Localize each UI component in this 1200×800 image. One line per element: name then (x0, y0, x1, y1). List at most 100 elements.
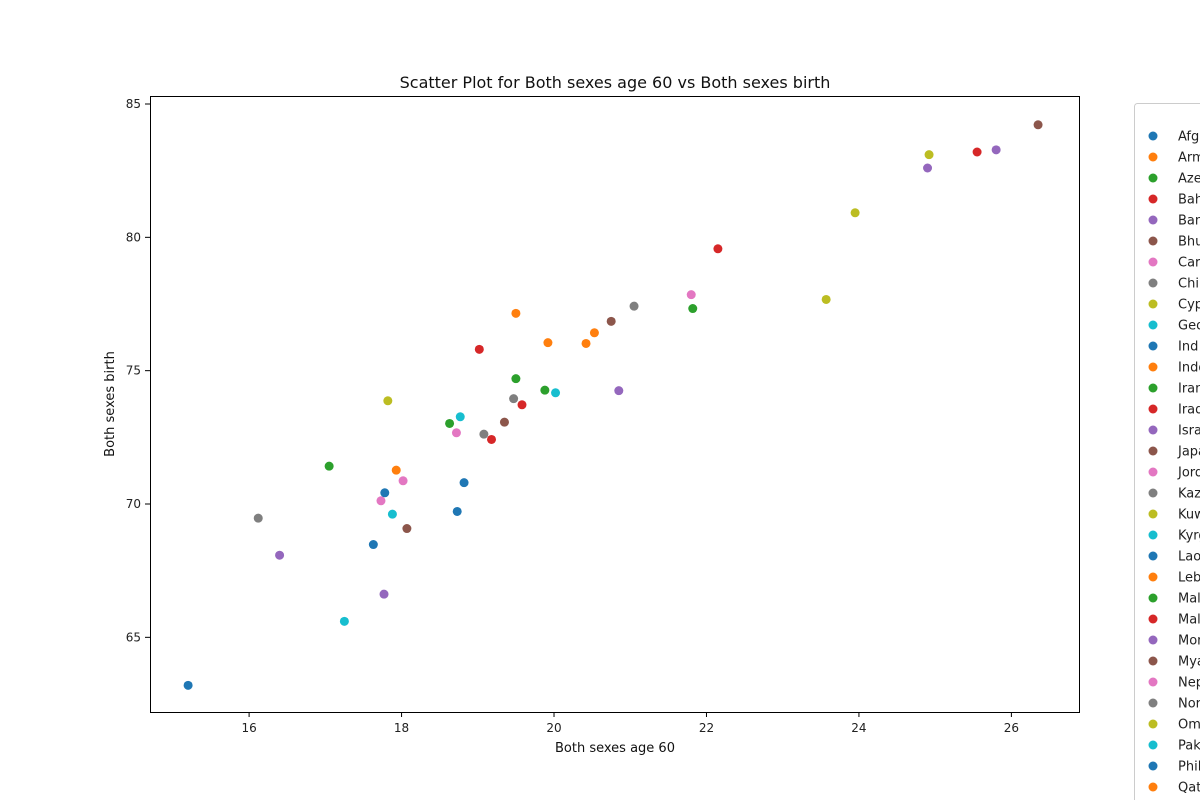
data-point (452, 506, 462, 516)
data-point (713, 244, 723, 254)
data-point (487, 434, 497, 444)
legend-label: Geo (1178, 319, 1200, 334)
data-point (924, 150, 934, 160)
y-axis-title: Both sexes birth (103, 351, 118, 457)
data-point (923, 163, 933, 173)
legend-marker (1148, 215, 1158, 225)
data-point (376, 496, 386, 506)
data-point (821, 294, 831, 304)
legend-marker (1148, 656, 1158, 666)
x-tick-label: 26 (1004, 721, 1019, 735)
data-point (581, 338, 591, 348)
legend-label: Leb (1178, 571, 1200, 586)
legend-marker (1148, 257, 1158, 267)
legend-marker (1148, 719, 1158, 729)
y-tick-label: 85 (126, 97, 141, 111)
legend-label: Isra (1178, 424, 1200, 439)
x-tick-label: 20 (546, 721, 561, 735)
legend-label: Mal (1178, 592, 1200, 607)
data-point (275, 550, 285, 560)
data-point (972, 147, 982, 157)
legend-frame (1134, 103, 1200, 800)
y-tick-label: 65 (126, 630, 141, 644)
data-point (511, 308, 521, 318)
data-point (589, 328, 599, 338)
legend-label: Aze (1178, 172, 1200, 187)
data-point (451, 428, 461, 438)
data-point (511, 374, 521, 384)
legend-marker (1148, 362, 1158, 372)
legend-marker (1148, 131, 1158, 141)
legend-marker (1148, 635, 1158, 645)
legend-marker (1148, 509, 1158, 519)
data-point (850, 208, 860, 218)
legend-label: Chi (1178, 277, 1199, 292)
legend-label: Japa (1177, 445, 1200, 460)
data-point (368, 540, 378, 550)
x-axis: 16 18 20 22 24 26 (241, 712, 1019, 735)
data-point (253, 513, 263, 523)
legend-marker (1148, 383, 1158, 393)
legend-marker (1148, 467, 1158, 477)
data-point (445, 418, 455, 428)
x-tick-label: 22 (699, 721, 714, 735)
data-points (183, 120, 1043, 690)
legend-label: Car (1178, 256, 1200, 271)
legend-label: Ind (1178, 340, 1198, 355)
data-point (380, 488, 390, 498)
data-point (474, 344, 484, 354)
legend-label: Iraq (1178, 403, 1200, 418)
legend-label: Arm (1178, 151, 1200, 166)
x-tick-label: 18 (394, 721, 409, 735)
legend-label: Nor (1178, 697, 1200, 712)
data-point (499, 417, 509, 427)
legend-marker (1148, 236, 1158, 246)
x-tick-label: 16 (241, 721, 256, 735)
legend-label: Iran (1178, 382, 1200, 397)
data-point (543, 338, 553, 348)
data-point (379, 589, 389, 599)
legend-label: Lao (1178, 550, 1200, 565)
data-point (991, 145, 1001, 155)
legend-label: Cyp (1178, 298, 1200, 313)
legend-marker (1148, 761, 1158, 771)
legend-label: Om (1178, 718, 1200, 733)
x-axis-title: Both sexes age 60 (555, 741, 675, 756)
legend-marker (1148, 572, 1158, 582)
legend-label: Kyrg (1178, 529, 1200, 544)
legend-label: Bhu (1178, 235, 1200, 250)
y-tick-label: 75 (126, 364, 141, 378)
data-point (509, 394, 519, 404)
legend-label: Jord (1177, 466, 1200, 481)
legend-label: Qat (1178, 781, 1200, 796)
legend-label: Bah (1178, 193, 1200, 208)
y-axis: 65 70 75 80 85 (126, 97, 150, 644)
legend-marker (1148, 551, 1158, 561)
data-point (517, 400, 527, 410)
legend-marker (1148, 677, 1158, 687)
data-point (324, 461, 334, 471)
data-point (551, 388, 561, 398)
data-point (1033, 120, 1043, 130)
legend-marker (1148, 593, 1158, 603)
legend-label: Indo (1178, 361, 1200, 376)
legend-marker (1148, 152, 1158, 162)
legend-label: Kaz (1178, 487, 1200, 502)
legend-marker (1148, 320, 1158, 330)
plot-frame (150, 96, 1080, 713)
legend-label: Nep (1178, 676, 1200, 691)
legend-marker (1148, 488, 1158, 498)
data-point (686, 290, 696, 300)
data-point (402, 524, 412, 534)
data-point (688, 304, 698, 314)
legend-marker (1148, 614, 1158, 624)
legend-marker (1148, 404, 1158, 414)
data-point (183, 680, 193, 690)
legend-marker (1148, 278, 1158, 288)
data-point (479, 429, 489, 439)
legend-label: Ban (1178, 214, 1200, 229)
data-point (606, 316, 616, 326)
legend-label: Phil (1178, 760, 1200, 775)
legend-label: Pak (1178, 739, 1200, 754)
legend-marker (1148, 446, 1158, 456)
